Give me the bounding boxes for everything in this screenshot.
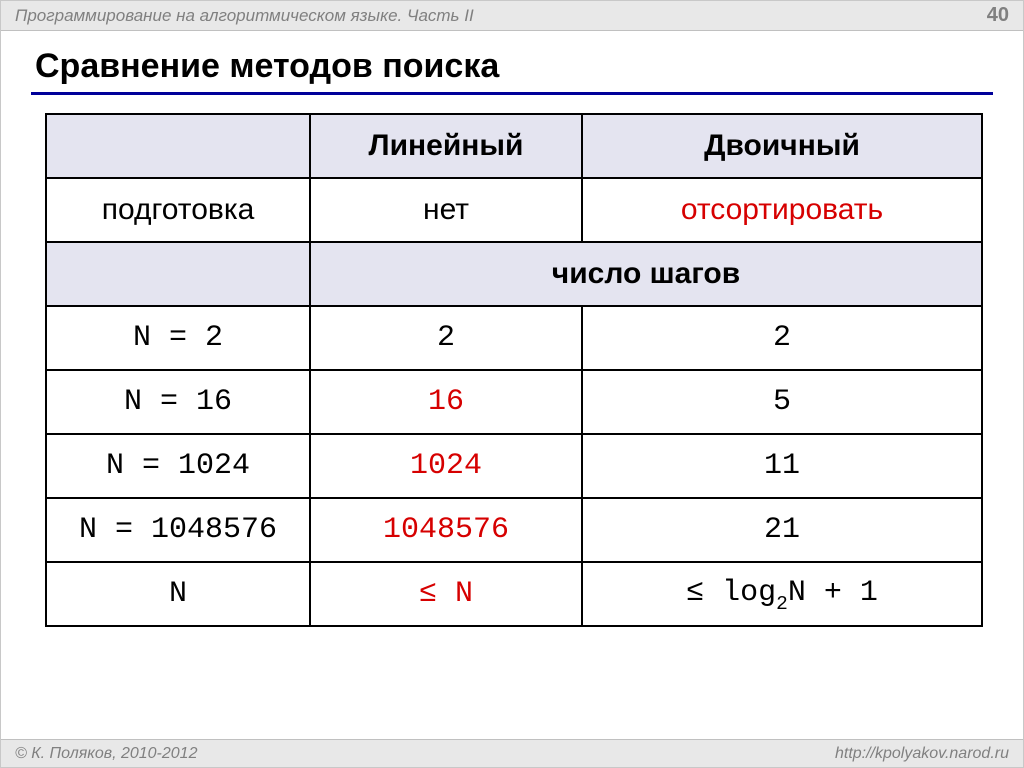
prep-binary: отсортировать xyxy=(582,178,982,242)
row-binary: 21 xyxy=(582,498,982,562)
summary-binary-sub: 2 xyxy=(776,593,788,615)
row-label: N = 1024 xyxy=(46,434,310,498)
slide-footer: © К. Поляков, 2010-2012 http://kpolyakov… xyxy=(1,739,1023,767)
slide-header: Программирование на алгоритмическом язык… xyxy=(1,1,1023,31)
row-binary: 2 xyxy=(582,306,982,370)
header-empty xyxy=(46,114,310,178)
table-row: N = 2 2 2 xyxy=(46,306,982,370)
summary-row: N ≤ N ≤ log2N + 1 xyxy=(46,562,982,626)
row-binary: 11 xyxy=(582,434,982,498)
table-row: N = 1048576 1048576 21 xyxy=(46,498,982,562)
row-label: N = 2 xyxy=(46,306,310,370)
row-linear: 1024 xyxy=(310,434,582,498)
prep-label: подготовка xyxy=(46,178,310,242)
table-row: N = 16 16 5 xyxy=(46,370,982,434)
steps-header-row: число шагов xyxy=(46,242,982,306)
breadcrumb: Программирование на алгоритмическом язык… xyxy=(15,6,474,26)
prep-row: подготовка нет отсортировать xyxy=(46,178,982,242)
comparison-table: Линейный Двоичный подготовка нет отсорти… xyxy=(45,113,983,627)
row-label: N = 16 xyxy=(46,370,310,434)
table-row: N = 1024 1024 11 xyxy=(46,434,982,498)
summary-binary-prefix: ≤ log xyxy=(686,576,776,610)
source-url: http://kpolyakov.narod.ru xyxy=(835,745,1009,763)
header-linear: Линейный xyxy=(310,114,582,178)
page-title: Сравнение методов поиска xyxy=(1,31,1023,92)
row-linear: 2 xyxy=(310,306,582,370)
row-linear: 1048576 xyxy=(310,498,582,562)
summary-binary-suffix: N + 1 xyxy=(788,576,878,610)
steps-header: число шагов xyxy=(310,242,982,306)
summary-binary: ≤ log2N + 1 xyxy=(582,562,982,626)
steps-header-empty xyxy=(46,242,310,306)
summary-linear: ≤ N xyxy=(310,562,582,626)
prep-linear: нет xyxy=(310,178,582,242)
table-header-row: Линейный Двоичный xyxy=(46,114,982,178)
comparison-table-wrap: Линейный Двоичный подготовка нет отсорти… xyxy=(1,113,1023,627)
summary-label: N xyxy=(46,562,310,626)
title-underline xyxy=(31,92,993,95)
row-label: N = 1048576 xyxy=(46,498,310,562)
page-number: 40 xyxy=(987,4,1009,27)
row-linear: 16 xyxy=(310,370,582,434)
copyright: © К. Поляков, 2010-2012 xyxy=(15,745,197,763)
row-binary: 5 xyxy=(582,370,982,434)
header-binary: Двоичный xyxy=(582,114,982,178)
